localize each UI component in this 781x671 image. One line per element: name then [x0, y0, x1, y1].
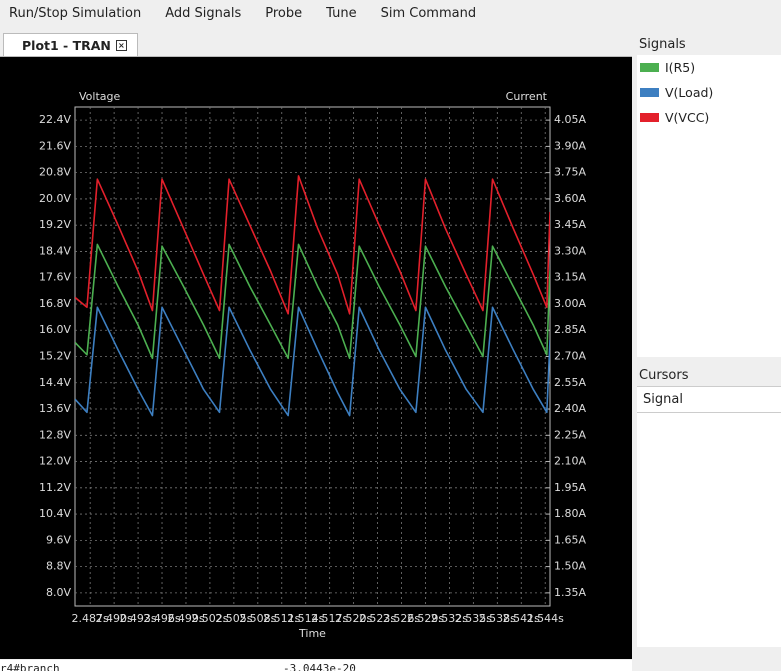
menu-bar: Run/Stop Simulation Add Signals Probe Tu…	[0, 0, 781, 26]
y2-tick-label: 3.45A	[554, 218, 586, 231]
x-tick-label: 2.541s	[503, 612, 540, 625]
console-text: r4#branch	[0, 662, 60, 671]
tab-bar	[0, 33, 632, 57]
x-tick-label: 2.526s	[383, 612, 420, 625]
y-tick-label: 15.2V	[39, 350, 71, 363]
y2-tick-label: 1.50A	[554, 560, 586, 573]
x-axis-label: Time	[298, 627, 326, 640]
y2-tick-label: 3.90A	[554, 139, 586, 152]
y-tick-label: 18.4V	[39, 244, 71, 257]
x-tick-label: 2.490s	[96, 612, 133, 625]
y2-tick-label: 2.85A	[554, 323, 586, 336]
y2-tick-label: 1.80A	[554, 507, 586, 520]
menu-item[interactable]: Add Signals	[165, 5, 242, 21]
menu-item[interactable]: Run/Stop Simulation	[9, 5, 142, 21]
signal-name: I(R5)	[665, 60, 696, 75]
y-tick-label: 17.6V	[39, 271, 71, 284]
signal-swatch	[640, 113, 659, 122]
y2-tick-label: 3.30A	[554, 244, 586, 257]
x-tick-label: 2.502s	[191, 612, 228, 625]
console-text: -3.0443e-20	[283, 662, 356, 671]
x-tick-label: 2.487s	[72, 612, 109, 625]
x-tick-label: 2.520s	[335, 612, 372, 625]
y2-tick-label: 2.40A	[554, 402, 586, 415]
y-tick-label: 11.2V	[39, 481, 71, 494]
y2-tick-label: 1.65A	[554, 533, 586, 546]
tab-close[interactable]: ×	[115, 39, 127, 51]
y-tick-label: 20.0V	[39, 192, 71, 205]
y2-tick-label: 3.60A	[554, 192, 586, 205]
x-tick-label: 2.535s	[455, 612, 492, 625]
menu-item[interactable]: Sim Command	[380, 5, 477, 21]
x-tick-label: 2.517s	[311, 612, 348, 625]
x-tick-label: 2.511s	[263, 612, 300, 625]
y-tick-label: 19.2V	[39, 218, 71, 231]
signals-list: I(R5) V(Load) V(VCC)	[637, 55, 781, 357]
x-tick-label: 2.499s	[167, 612, 204, 625]
signal-swatch	[640, 63, 659, 72]
series-line	[75, 175, 550, 315]
x-tick-label: 2.532s	[431, 612, 468, 625]
y2-tick-label: 2.55A	[554, 376, 586, 389]
x-tick-label: 2.544s	[527, 612, 564, 625]
y2-tick-label: 2.25A	[554, 428, 586, 441]
y2-tick-label: 1.95A	[554, 481, 586, 494]
cursors-table: Signal	[637, 386, 781, 647]
signals-header: Signals	[639, 37, 686, 52]
plot-background	[0, 57, 632, 659]
x-tick-label: 2.538s	[479, 612, 516, 625]
series-line	[75, 306, 550, 417]
signal-name: V(VCC)	[665, 110, 710, 125]
side-panel: Signals I(R5) V(Load) V(VCC) Cursors Signa…	[637, 35, 781, 671]
y2-tick-label: 1.35A	[554, 586, 586, 599]
column-header: Signal	[637, 387, 781, 413]
series-line	[75, 243, 550, 360]
x-tick-label: 2.508s	[239, 612, 276, 625]
x-tick-label: 2.514s	[287, 612, 324, 625]
y2-tick-label: 3.75A	[554, 166, 586, 179]
y2-tick-label: 2.70A	[554, 350, 586, 363]
x-tick-label: 2.505s	[215, 612, 252, 625]
signal-entry[interactable]: V(VCC)	[637, 105, 781, 130]
y-tick-label: 21.6V	[39, 139, 71, 152]
plot-tab[interactable]: Plot1 - TRAN ×	[3, 33, 138, 56]
signal-entry[interactable]: V(Load)	[637, 80, 781, 105]
cursors-header: Cursors	[639, 368, 689, 383]
y-tick-label: 8.0V	[46, 586, 71, 599]
y-tick-label: 22.4V	[39, 113, 71, 126]
signal-swatch	[640, 88, 659, 97]
menu-item[interactable]: Tune	[326, 5, 357, 21]
y-tick-label: 16.0V	[39, 323, 71, 336]
y2-axis-label: Current	[506, 90, 548, 103]
x-tick-label: 2.493s	[119, 612, 156, 625]
y-tick-label: 13.6V	[39, 402, 71, 415]
menu-item[interactable]: Probe	[265, 5, 303, 21]
y-tick-label: 9.6V	[46, 533, 71, 546]
y2-tick-label: 3.15A	[554, 271, 586, 284]
signal-entry[interactable]: I(R5)	[637, 55, 781, 80]
console: r4#branch -3.0443e-20	[0, 660, 632, 671]
y-tick-label: 12.8V	[39, 428, 71, 441]
x-tick-label: 2.496s	[143, 612, 180, 625]
y-tick-label: 16.8V	[39, 297, 71, 310]
y2-tick-label: 3.00A	[554, 297, 586, 310]
y-axis-label: Voltage	[79, 90, 120, 103]
y-tick-label: 8.8V	[46, 560, 71, 573]
signal-name: V(Load)	[665, 85, 714, 100]
y-tick-label: 20.8V	[39, 166, 71, 179]
plot-area: 8.0V 8.8V 9.6V 10.4V 11.2V 12.0V 12.8V 13.6V 14.…	[0, 57, 632, 659]
y2-tick-label: 4.05A	[554, 113, 586, 126]
y-tick-label: 14.4V	[39, 376, 71, 389]
x-tick-label: 2.529s	[407, 612, 444, 625]
x-tick-label: 2.523s	[359, 612, 396, 625]
y-tick-label: 12.0V	[39, 455, 71, 468]
tab-title: Plot1 - TRAN	[22, 37, 111, 53]
y-tick-label: 10.4V	[39, 507, 71, 520]
y2-tick-label: 2.10A	[554, 455, 586, 468]
